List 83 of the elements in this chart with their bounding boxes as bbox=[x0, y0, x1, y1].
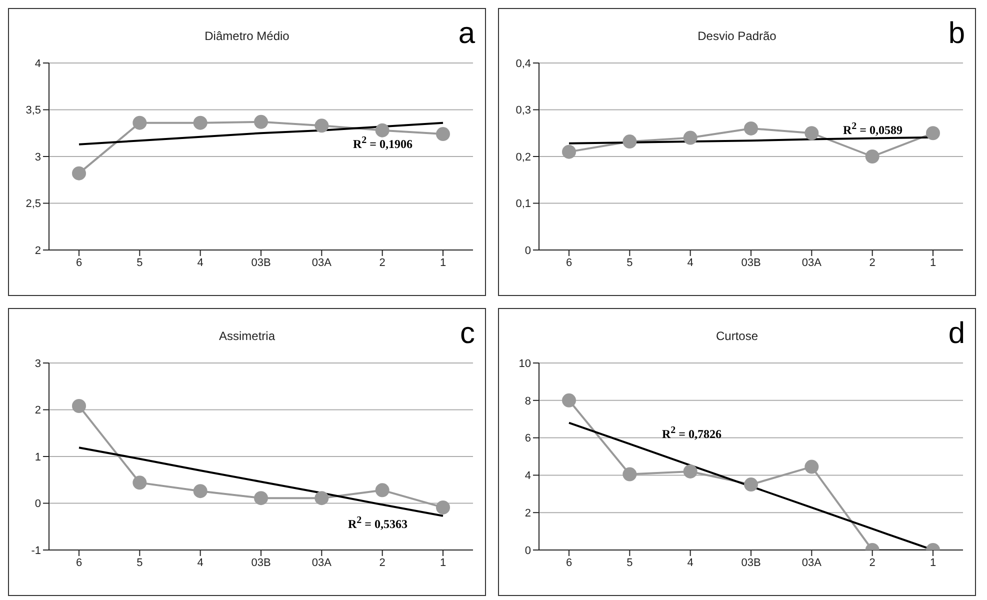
x-tick-label: 5 bbox=[626, 556, 633, 569]
y-tick-label: 0 bbox=[524, 244, 531, 257]
y-tick-label: 1 bbox=[34, 451, 41, 464]
text: a bbox=[458, 17, 475, 51]
y-tick-label: -1 bbox=[31, 544, 41, 557]
y-tick-label: 0,3 bbox=[516, 104, 531, 117]
x-tick-label: 6 bbox=[76, 556, 82, 569]
point bbox=[72, 399, 86, 414]
chart-title: Assimetria bbox=[218, 329, 275, 343]
x-tick-label: 5 bbox=[136, 256, 143, 269]
line-series bbox=[78, 446, 444, 517]
text: b bbox=[948, 17, 965, 51]
point bbox=[132, 476, 147, 490]
y-tick-label: 0,4 bbox=[516, 58, 531, 70]
x-tick-label: 5 bbox=[136, 556, 143, 569]
point bbox=[865, 150, 880, 164]
x-tick-label: 1 bbox=[930, 556, 936, 569]
point bbox=[926, 126, 940, 140]
y-tick-label: 2,5 bbox=[26, 198, 41, 210]
x-tick-label: 2 bbox=[869, 256, 876, 269]
y-tick-label: 4 bbox=[524, 470, 531, 482]
x-tick-label: 4 bbox=[197, 556, 204, 569]
x-tick-label: 6 bbox=[566, 556, 572, 569]
y-tick-label: 3 bbox=[34, 358, 41, 370]
point bbox=[562, 144, 576, 159]
text: d bbox=[948, 317, 965, 351]
point bbox=[683, 130, 698, 145]
y-tick-label: 10 bbox=[518, 358, 531, 370]
y-tick-label: 3,5 bbox=[26, 104, 41, 117]
y-tick-label: 2 bbox=[34, 404, 41, 417]
point bbox=[436, 500, 450, 514]
x-tick-label: 4 bbox=[687, 556, 694, 569]
x-tick-label: 6 bbox=[566, 256, 572, 269]
x-tick-label: 1 bbox=[930, 256, 936, 269]
x-tick-label: 03B bbox=[741, 256, 761, 269]
x-tick-label: 2 bbox=[379, 256, 386, 269]
y-tick-label: 2 bbox=[524, 508, 531, 520]
point bbox=[375, 123, 390, 138]
point bbox=[254, 491, 268, 506]
point bbox=[744, 121, 758, 136]
y-tick-label: 0,2 bbox=[516, 151, 531, 164]
x-tick-label: 03A bbox=[312, 256, 332, 269]
x-tick-label: 4 bbox=[687, 256, 694, 269]
annotation: R$^{2}$ = 0,7826 bbox=[662, 425, 722, 442]
y-tick-label: 4 bbox=[34, 58, 41, 70]
annotation: R$^{2}$ = 0,1906 bbox=[353, 135, 413, 152]
x-tick-label: 2 bbox=[869, 556, 876, 569]
point bbox=[132, 116, 147, 130]
x-tick-label: 2 bbox=[379, 556, 386, 569]
point bbox=[314, 118, 329, 133]
y-tick-label: 8 bbox=[524, 395, 531, 408]
x-tick-label: 1 bbox=[440, 556, 446, 569]
point bbox=[72, 166, 86, 180]
y-tick-label: 0,1 bbox=[516, 198, 531, 210]
chart-title: Desvio Padrão bbox=[698, 29, 776, 43]
point bbox=[804, 126, 819, 140]
annotation: R$^{2}$ = 0,5363 bbox=[348, 515, 408, 532]
point bbox=[622, 134, 637, 149]
x-tick-label: 1 bbox=[440, 256, 446, 269]
x-tick-label: 4 bbox=[197, 256, 204, 269]
y-tick-label: 0 bbox=[524, 544, 531, 557]
point bbox=[375, 483, 390, 498]
x-tick-label: 6 bbox=[76, 256, 82, 269]
x-tick-label: 03B bbox=[251, 256, 271, 269]
y-tick-label: 6 bbox=[524, 432, 531, 445]
text: c bbox=[460, 317, 475, 351]
point bbox=[193, 116, 208, 130]
y-tick-label: 3 bbox=[34, 151, 41, 164]
point bbox=[314, 491, 329, 506]
annotation: R$^{2}$ = 0,0589 bbox=[843, 121, 903, 138]
x-tick-label: 03B bbox=[741, 556, 761, 569]
point bbox=[436, 127, 450, 142]
chart-title: Curtose bbox=[716, 329, 758, 343]
x-tick-label: 03A bbox=[802, 256, 822, 269]
x-tick-label: 03B bbox=[251, 556, 271, 569]
x-tick-label: 5 bbox=[626, 256, 633, 269]
y-tick-label: 0 bbox=[34, 498, 41, 510]
point bbox=[193, 484, 208, 498]
chart-title: Diâmetro Médio bbox=[204, 29, 290, 43]
x-tick-label: 03A bbox=[312, 556, 332, 569]
y-tick-label: 2 bbox=[34, 244, 41, 257]
x-tick-label: 03A bbox=[802, 556, 822, 569]
point bbox=[254, 114, 268, 129]
